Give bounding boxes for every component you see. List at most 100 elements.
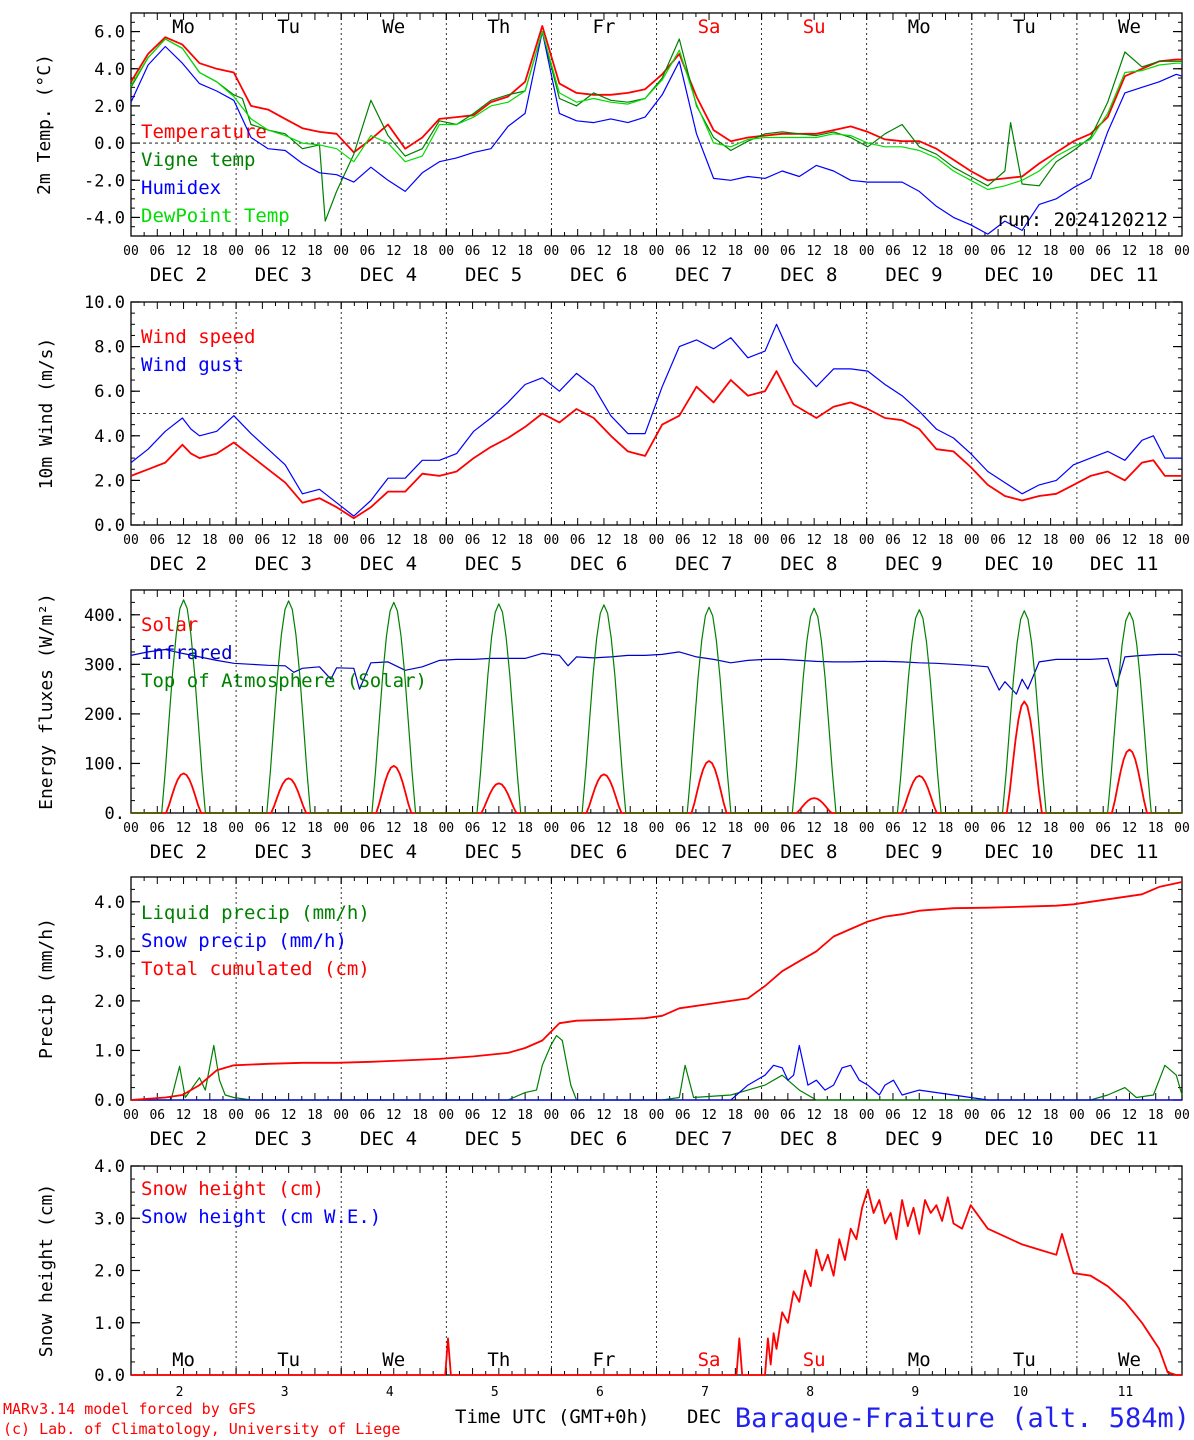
date-label: DEC 7 (675, 1128, 732, 1150)
hour-label: 00 (1174, 244, 1190, 259)
date-label: DEC 8 (780, 264, 837, 286)
hour-label: 18 (1043, 1108, 1059, 1123)
hour-label: 12 (701, 1108, 717, 1123)
date-label: DEC 2 (150, 841, 207, 863)
weekday-label: Mo (172, 16, 195, 38)
date-label: DEC 8 (780, 841, 837, 863)
hour-label: 00 (1174, 1108, 1190, 1123)
hour-label: 18 (1043, 244, 1059, 259)
snow-panel: 0.0 1.0 2.0 3.0 4.0 Snow height (cm) Mo Tu We Th F… (36, 1157, 1183, 1400)
day-number-label: 4 (386, 1385, 394, 1400)
precip-panel: 0.0 1.0 2.0 3.0 4.0 Precip (mm/h) 00 06 12 18 DEC … (36, 876, 1190, 1150)
hour-label: 12 (176, 821, 192, 836)
legend-entry: Vigne temp (141, 149, 255, 171)
hour-label: 12 (596, 244, 612, 259)
hour-label: 00 (964, 244, 980, 259)
hour-label: 18 (622, 244, 638, 259)
wind-series-wind-gust (130, 323, 1182, 517)
date-label: DEC 4 (360, 553, 417, 575)
hour-label: 18 (412, 244, 428, 259)
hour-label: 18 (727, 533, 743, 548)
hour-label: 06 (780, 1108, 796, 1123)
y-tick-label: 4.0 (94, 427, 125, 447)
y-tick-label: 4.0 (94, 60, 125, 80)
date-label: DEC 2 (150, 264, 207, 286)
legend-entry: DewPoint Temp (141, 205, 290, 227)
legend-entry: Solar (141, 614, 198, 636)
hour-label: 00 (438, 821, 454, 836)
date-label: DEC 8 (780, 553, 837, 575)
footer-copyright: (c) Lab. of Climatology, University of L… (3, 1420, 400, 1438)
hour-label: 06 (990, 1108, 1006, 1123)
temperature-series-vigne-temp (130, 31, 1182, 222)
y-tick-label: 3.0 (94, 1209, 125, 1229)
hour-label: 12 (911, 244, 927, 259)
hour-label: 00 (754, 821, 770, 836)
y-tick-label: 0.0 (94, 1366, 125, 1386)
temperature-series-humidex (130, 31, 1183, 235)
weekday-label: We (1118, 16, 1141, 38)
precip-y-axis-label: Precip (mm/h) (36, 918, 57, 1059)
hour-label: 12 (911, 1108, 927, 1123)
hour-label: 12 (176, 244, 192, 259)
legend-entry: Snow precip (mm/h) (141, 930, 347, 952)
date-label: DEC 11 (1090, 1128, 1159, 1150)
hour-label: 12 (386, 1108, 402, 1123)
hour-label: 06 (149, 1108, 165, 1123)
weekday-label: Th (487, 16, 510, 38)
hour-label: 06 (570, 821, 586, 836)
hour-label: 06 (360, 533, 376, 548)
day-number-label: 6 (596, 1385, 604, 1400)
run-label: run: 2024120212 (996, 209, 1168, 231)
hour-label: 18 (1043, 533, 1059, 548)
hour-label: 00 (438, 244, 454, 259)
date-label: DEC 5 (465, 264, 522, 286)
date-label: DEC 10 (985, 553, 1054, 575)
hour-label: 00 (1174, 821, 1190, 836)
hour-label: 06 (885, 533, 901, 548)
hour-label: 00 (544, 1108, 560, 1123)
y-tick-label: 3.0 (94, 942, 125, 962)
hour-label: 12 (1017, 533, 1033, 548)
weekday-label: Tu (1013, 1349, 1036, 1371)
date-label: DEC 4 (360, 1128, 417, 1150)
legend-entry: Snow height (cm W.E.) (141, 1206, 381, 1228)
hour-label: 18 (307, 1108, 323, 1123)
footer-model-note: MARv3.14 model forced by GFS (3, 1400, 256, 1418)
hour-label: 12 (491, 821, 507, 836)
weekday-label: Fr (593, 16, 616, 38)
hour-label: 12 (701, 533, 717, 548)
date-label: DEC 10 (985, 1128, 1054, 1150)
hour-label: 06 (255, 533, 271, 548)
date-label: DEC 11 (1090, 553, 1159, 575)
legend-entry: Top of Atmosphere (Solar) (141, 670, 427, 692)
y-tick-label: 2.0 (94, 1262, 125, 1282)
hour-label: 06 (255, 821, 271, 836)
hour-label: 06 (360, 244, 376, 259)
weekday-label: Sa (698, 1349, 721, 1371)
energy-panel: 0. 100. 200. 300. 400. Energy fluxes (W/m²) 00… (36, 589, 1190, 863)
day-number-label: 9 (911, 1385, 919, 1400)
precip-series-snow-precip-mm-h (131, 1044, 1182, 1101)
date-label: DEC 11 (1090, 841, 1159, 863)
hour-label: 12 (911, 821, 927, 836)
hour-label: 00 (544, 821, 560, 836)
weekday-label: Mo (908, 1349, 931, 1371)
date-label: DEC 5 (465, 553, 522, 575)
hour-label: 18 (307, 533, 323, 548)
hour-label: 18 (202, 821, 218, 836)
y-tick-label: 1.0 (94, 1314, 125, 1334)
y-tick-label: 1.0 (94, 1041, 125, 1061)
weekday-label: Sa (698, 16, 721, 38)
precip-series-total-cumulated-cm (130, 881, 1183, 1101)
hour-label: 00 (964, 1108, 980, 1123)
hour-label: 18 (517, 244, 533, 259)
hour-label: 00 (649, 533, 665, 548)
weekday-label: Th (487, 1349, 510, 1371)
hour-label: 12 (491, 1108, 507, 1123)
hour-label: 00 (438, 533, 454, 548)
hour-label: 18 (517, 821, 533, 836)
legend-entry: Wind speed (141, 326, 255, 348)
date-label: DEC 3 (255, 841, 312, 863)
